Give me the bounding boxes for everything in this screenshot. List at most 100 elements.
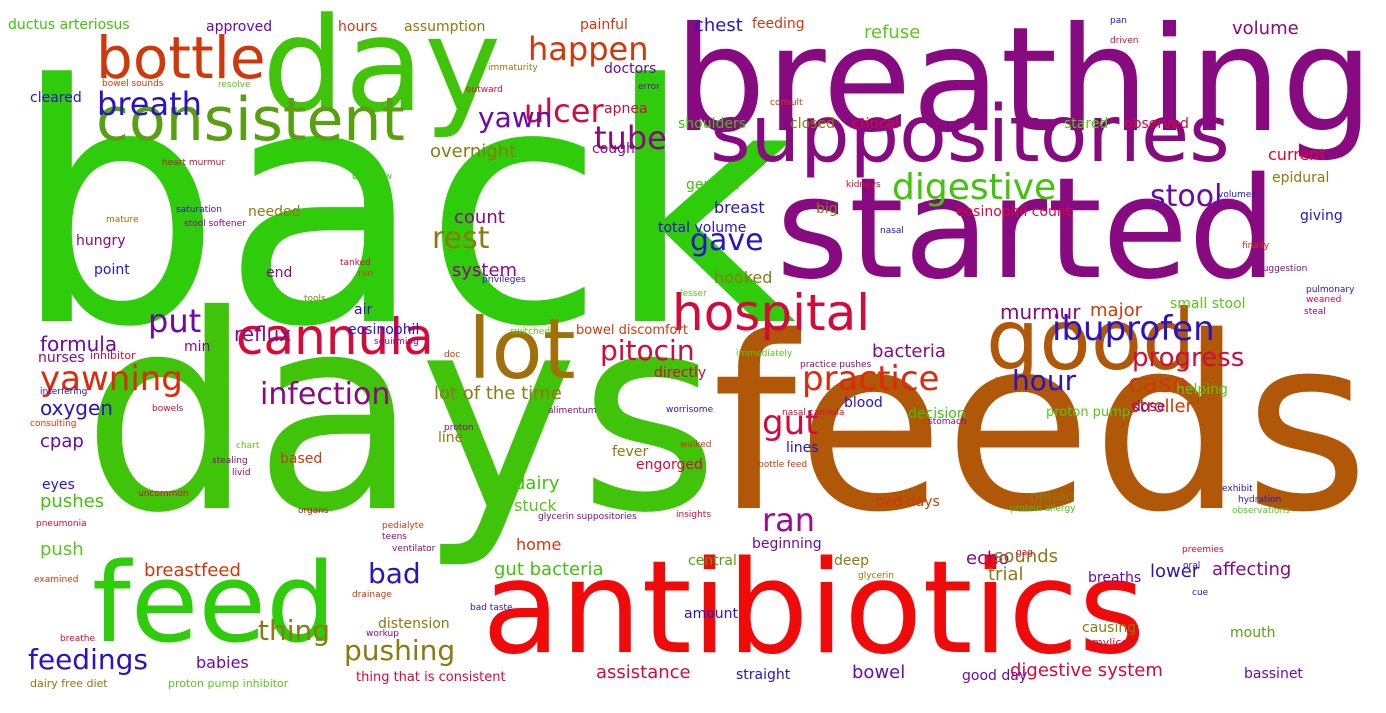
word-eosinophil-count: eosinophil count bbox=[956, 204, 1072, 220]
word-days: days bbox=[82, 257, 720, 572]
word-hour: hour bbox=[1012, 364, 1077, 397]
word-back: back bbox=[12, 15, 797, 399]
word-chest: chest bbox=[694, 15, 743, 36]
word-immaturity: immaturity bbox=[488, 63, 538, 73]
word-cpap: cpap bbox=[40, 431, 84, 452]
word-babies: babies bbox=[196, 653, 249, 672]
word-doc: doc bbox=[444, 350, 461, 360]
word-bowel: bowel bbox=[852, 662, 906, 683]
word-heart-murmur: heart murmur bbox=[162, 158, 226, 168]
word-interfering: interfering bbox=[40, 387, 88, 397]
word-count: count bbox=[454, 207, 505, 228]
word-epidural: epidural bbox=[1272, 170, 1330, 186]
word-consulting: consulting bbox=[30, 419, 77, 429]
word-beginning: beginning bbox=[752, 536, 822, 552]
word-worrisome: worrisome bbox=[666, 405, 714, 415]
word-bowels: bowels bbox=[152, 404, 184, 414]
word-privileges: privileges bbox=[482, 275, 526, 285]
word-protein-allergy: protein allergy bbox=[1010, 504, 1076, 514]
word-examined: examined bbox=[34, 575, 79, 585]
word-breastfeed: breastfeed bbox=[144, 560, 241, 581]
word-pitocin: pitocin bbox=[600, 334, 695, 367]
word-point: point bbox=[94, 262, 130, 278]
word-home: home bbox=[516, 535, 562, 554]
word-nasal: nasal bbox=[880, 226, 904, 236]
word-stool-softener: stool softener bbox=[184, 219, 246, 229]
word-distension: distension bbox=[378, 616, 450, 632]
word-big: big bbox=[816, 201, 838, 217]
word-hours: hours bbox=[338, 19, 378, 35]
word-squirming: squirming bbox=[374, 337, 419, 347]
word-directly: directly bbox=[654, 365, 707, 381]
word-small-stool: small stool bbox=[1170, 296, 1246, 312]
word-pulmonary: pulmonary bbox=[1306, 285, 1355, 295]
word-lines: lines bbox=[786, 440, 819, 456]
word-reflux: reflux bbox=[234, 322, 292, 346]
word-run: run bbox=[358, 269, 374, 279]
word-happen: happen bbox=[528, 30, 649, 68]
word-closed: closed bbox=[790, 116, 835, 132]
word-shoulders: shoulders bbox=[678, 116, 747, 132]
word-feeding: feeding bbox=[752, 16, 805, 32]
word-bottle: bottle bbox=[96, 24, 266, 92]
word-based: based bbox=[280, 451, 323, 467]
word-volume: volume bbox=[1232, 18, 1299, 39]
word-breast: breast bbox=[714, 198, 765, 217]
word-tools: tools bbox=[304, 294, 326, 304]
word-put: put bbox=[148, 302, 202, 340]
word-air: air bbox=[354, 302, 373, 318]
word-ventilator: ventilator bbox=[392, 544, 436, 554]
word-organs: organs bbox=[298, 506, 329, 516]
word-practice: practice bbox=[802, 359, 940, 399]
word-outward: outward bbox=[466, 85, 503, 95]
word-steal: steal bbox=[1304, 307, 1326, 317]
word-digestive-system: digestive system bbox=[1010, 660, 1163, 681]
word-finally: finally bbox=[1242, 241, 1270, 251]
word-assistance: assistance bbox=[596, 662, 691, 683]
word-dairy-free-diet: dairy free diet bbox=[30, 677, 108, 690]
word-stared: stared bbox=[1064, 116, 1109, 132]
word-infection: infection bbox=[260, 377, 391, 412]
word-option: option bbox=[1030, 489, 1075, 505]
word-practice-pushes: practice pushes bbox=[800, 360, 872, 370]
word-pneumonia: pneumonia bbox=[36, 519, 87, 529]
word-glycerin-suppositories: glycerin suppositories bbox=[538, 512, 637, 522]
word-thing-that-is-consistent: thing that is consistent bbox=[356, 670, 506, 685]
word-proton-pump: proton pump bbox=[1046, 405, 1131, 420]
word-line: line bbox=[438, 430, 464, 446]
word-hospital: hospital bbox=[672, 284, 871, 342]
word-approved: approved bbox=[206, 19, 273, 35]
word-gut: gut bbox=[762, 403, 819, 443]
word-stealing: stealing bbox=[212, 456, 248, 466]
word-rest: rest bbox=[432, 221, 490, 256]
word-eyes: eyes bbox=[42, 477, 75, 493]
word-consult: consult bbox=[770, 98, 803, 108]
word-tube: tube bbox=[594, 119, 667, 157]
word-affecting: affecting bbox=[1212, 559, 1292, 580]
word-pan: pan bbox=[1110, 16, 1127, 26]
word-cue: cue bbox=[1192, 588, 1209, 598]
word-lower: lower bbox=[1150, 561, 1200, 582]
word-driven: driven bbox=[1110, 36, 1139, 46]
word-saturation: saturation bbox=[176, 205, 222, 215]
word-consistent: consistent bbox=[96, 85, 405, 155]
word-echo: echo bbox=[966, 548, 1010, 569]
word-oral: oral bbox=[1183, 561, 1201, 571]
word-lot: lot bbox=[468, 300, 576, 398]
word-hooked: hooked bbox=[714, 268, 773, 287]
word-feeds: feeds bbox=[712, 285, 1370, 565]
word-needed: needed bbox=[248, 204, 301, 220]
word-proton-pump-inhibitor: proton pump inhibitor bbox=[168, 677, 289, 690]
word-switched: switched bbox=[510, 327, 550, 337]
word-general: general bbox=[686, 177, 740, 193]
word-breath: breath bbox=[97, 85, 202, 123]
word-suggestion: suggestion bbox=[1258, 264, 1308, 274]
word-ran: ran bbox=[762, 501, 816, 539]
word-stool: stool bbox=[1150, 179, 1223, 214]
word-cleared: cleared bbox=[30, 90, 82, 106]
word-volumes: volumes bbox=[1218, 190, 1257, 200]
word-helping: helping bbox=[1176, 382, 1228, 398]
word-thing: thing bbox=[258, 614, 331, 647]
word-error: error bbox=[638, 82, 660, 92]
